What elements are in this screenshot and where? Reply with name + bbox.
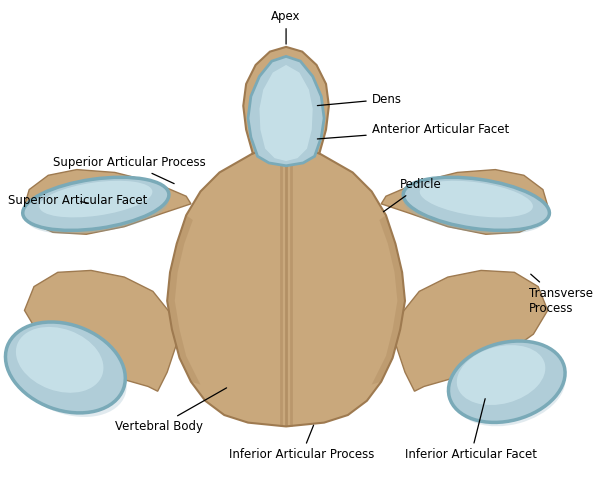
Text: Vertebral Body: Vertebral Body xyxy=(115,388,227,433)
Polygon shape xyxy=(167,144,405,426)
Ellipse shape xyxy=(448,341,565,422)
Text: Anterior Articular Facet: Anterior Articular Facet xyxy=(317,123,509,139)
Text: Pedicle: Pedicle xyxy=(383,178,442,212)
Ellipse shape xyxy=(457,345,545,405)
Polygon shape xyxy=(25,170,191,234)
Text: Superior Articular Facet: Superior Articular Facet xyxy=(8,195,148,207)
Text: Apex: Apex xyxy=(271,10,301,44)
Ellipse shape xyxy=(23,177,169,230)
Ellipse shape xyxy=(454,350,566,426)
Polygon shape xyxy=(25,270,176,391)
Polygon shape xyxy=(259,65,313,161)
Ellipse shape xyxy=(403,177,550,230)
Polygon shape xyxy=(381,170,548,234)
Ellipse shape xyxy=(12,333,127,417)
Polygon shape xyxy=(395,270,548,391)
Ellipse shape xyxy=(39,181,152,217)
Text: Inferior Articular Facet: Inferior Articular Facet xyxy=(405,398,537,461)
Ellipse shape xyxy=(5,322,125,413)
Polygon shape xyxy=(167,215,200,385)
Ellipse shape xyxy=(16,327,103,393)
Text: Inferior Articular Process: Inferior Articular Process xyxy=(229,425,374,461)
Ellipse shape xyxy=(420,181,533,217)
Polygon shape xyxy=(371,215,405,385)
Text: Transverse
Process: Transverse Process xyxy=(529,274,593,315)
Ellipse shape xyxy=(404,187,545,234)
Text: Superior Articular Process: Superior Articular Process xyxy=(53,156,206,184)
Polygon shape xyxy=(248,56,324,166)
Ellipse shape xyxy=(27,187,169,234)
Polygon shape xyxy=(243,47,329,153)
Text: Dens: Dens xyxy=(317,93,401,106)
